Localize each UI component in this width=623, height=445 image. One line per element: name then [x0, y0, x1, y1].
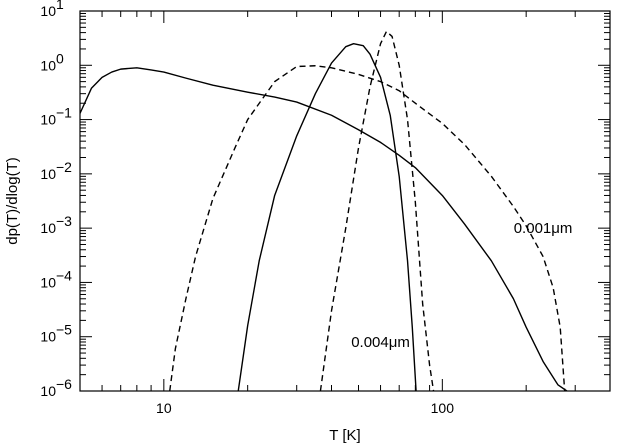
y-tick-label: 10 — [40, 112, 56, 128]
y-tick-label: 10 — [40, 57, 56, 73]
y-axis-title: dp(T)/dlog(T) — [4, 157, 21, 245]
plot-frame — [79, 10, 611, 392]
series-line-3-dashed — [169, 65, 566, 391]
y-tick-exponent: −5 — [56, 322, 72, 338]
y-tick-label: 10 — [40, 383, 56, 399]
y-tick-exponent: −3 — [56, 213, 72, 229]
annotation-label-1: 0.001μm — [514, 220, 573, 237]
series-line-1-solid — [80, 67, 568, 391]
y-tick-exponent: −6 — [56, 376, 72, 392]
y-tick-exponent: −4 — [56, 267, 72, 283]
series-line-2-solid — [237, 42, 417, 391]
y-tick-label: 10 — [40, 3, 56, 19]
y-tick-label: 10 — [40, 274, 56, 290]
annotation-label-2: 0.004μm — [351, 334, 410, 351]
y-tick-label: 10 — [40, 329, 56, 345]
x-axis-title: T [K] — [329, 427, 360, 444]
x-tick-label: 100 — [431, 400, 455, 416]
series-group — [80, 30, 568, 391]
x-tick-labels: 10 100 — [156, 400, 454, 416]
x-tick-label: 10 — [156, 400, 172, 416]
y-tick-label: 10 — [40, 220, 56, 236]
y-tick-exponent: −2 — [56, 159, 72, 175]
y-tick-exponent: −1 — [56, 105, 72, 121]
y-tick-label: 10 — [40, 166, 56, 182]
y-tick-exponent: 1 — [56, 0, 64, 12]
annotations: 0.001μm 0.004μm — [351, 220, 572, 351]
axis-ticks — [79, 10, 611, 392]
y-tick-exponent: 0 — [56, 50, 64, 66]
